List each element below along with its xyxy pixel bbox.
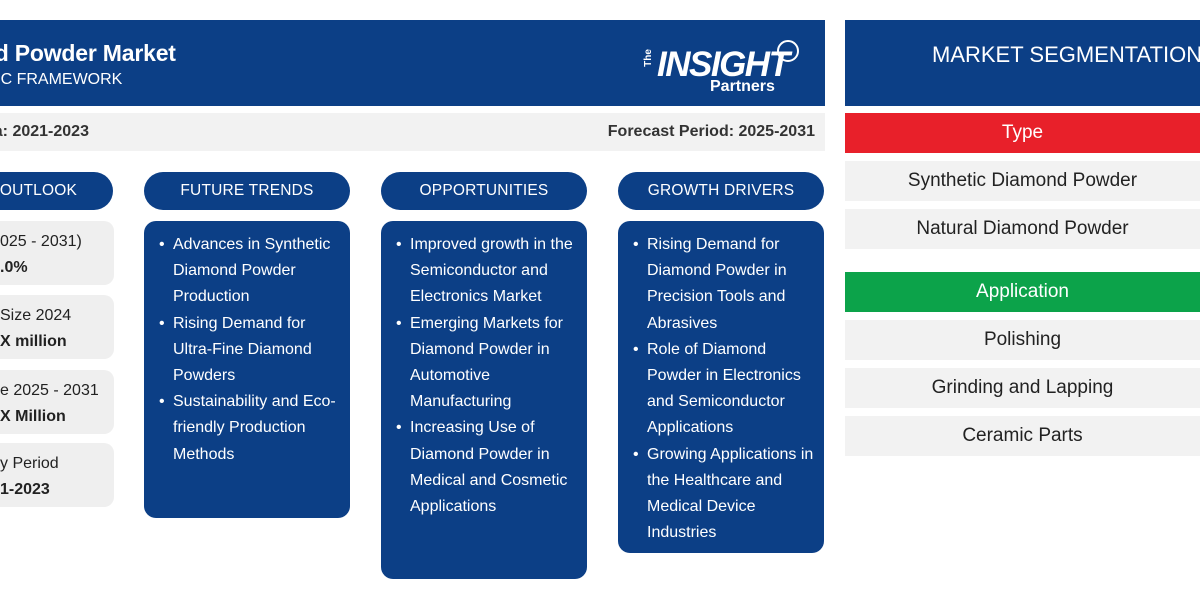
outlook-heading: T OUTLOOK (0, 172, 113, 210)
forecast-period-label: Forecast Period: 2025-2031 (607, 123, 815, 140)
outlook-size-label: Size 2024 (0, 307, 72, 324)
outlook-card-forecast: e 2025 - 2031 X Million (0, 370, 114, 434)
segment-application-item: Polishing (845, 320, 1200, 360)
opportunities-heading: OPPORTUNITIES (381, 172, 587, 210)
historical-data-label: Data: 2021-2023 (0, 123, 89, 140)
segment-type-item: Natural Diamond Powder (845, 209, 1200, 249)
outlook-history-value: 1-2023 (0, 481, 50, 498)
outlook-card-size: Size 2024 X million (0, 295, 114, 359)
growth-drivers-box: Rising Demand for Diamond Powder in Prec… (618, 221, 824, 553)
growth-driver-item: Role of Diamond Powder in Electronics an… (632, 337, 816, 442)
report-title: ond Powder Market (0, 40, 176, 66)
outlook-size-value: X million (0, 333, 67, 350)
logo-sub-text: Partners (710, 78, 775, 95)
opportunity-item: Improved growth in the Semiconductor and… (395, 232, 579, 311)
segment-type-item: Synthetic Diamond Powder (845, 161, 1200, 201)
logo-the-text: The (642, 49, 654, 67)
report-header: ond Powder Market EGIC FRAMEWORK The INS… (0, 20, 825, 106)
segment-application-item: Grinding and Lapping (845, 368, 1200, 408)
future-trend-item: Advances in Synthetic Diamond Powder Pro… (158, 232, 342, 311)
segment-application-item: Ceramic Parts (845, 416, 1200, 456)
outlook-forecast-value: X Million (0, 408, 66, 425)
logo-main-text: INSIGHT (657, 45, 790, 84)
outlook-history-label: y Period (0, 455, 59, 472)
growth-drivers-heading: GROWTH DRIVERS (618, 172, 824, 210)
opportunities-box: Improved growth in the Semiconductor and… (381, 221, 587, 579)
future-trends-box: Advances in Synthetic Diamond Powder Pro… (144, 221, 350, 518)
report-subtitle: EGIC FRAMEWORK (0, 71, 123, 88)
outlook-cagr-value: .0% (0, 259, 28, 276)
outlook-card-cagr: 025 - 2031) .0% (0, 221, 114, 285)
growth-driver-item: Rising Demand for Diamond Powder in Prec… (632, 232, 816, 337)
opportunity-item: Emerging Markets for Diamond Powder in A… (395, 311, 579, 416)
period-info-bar: Data: 2021-2023 Forecast Period: 2025-20… (0, 113, 825, 151)
market-segmentation-title: MARKET SEGMENTATION (932, 42, 1200, 67)
future-trends-heading: FUTURE TRENDS (144, 172, 350, 210)
insight-partners-logo: The INSIGHT Partners (640, 40, 810, 100)
future-trend-item: Sustainability and Eco-friendly Producti… (158, 389, 342, 468)
growth-driver-item: Growing Applications in the Healthcare a… (632, 442, 816, 547)
outlook-forecast-label: e 2025 - 2031 (0, 382, 99, 399)
segment-type-label: Type (845, 113, 1200, 153)
market-segmentation-header: MARKET SEGMENTATION (845, 20, 1200, 106)
outlook-card-history: y Period 1-2023 (0, 443, 114, 507)
opportunity-item: Increasing Use of Diamond Powder in Medi… (395, 415, 579, 520)
future-trend-item: Rising Demand for Ultra-Fine Diamond Pow… (158, 311, 342, 390)
outlook-cagr-label: 025 - 2031) (0, 233, 82, 250)
logo-ring-icon (777, 40, 799, 62)
segment-application-label: Application (845, 272, 1200, 312)
